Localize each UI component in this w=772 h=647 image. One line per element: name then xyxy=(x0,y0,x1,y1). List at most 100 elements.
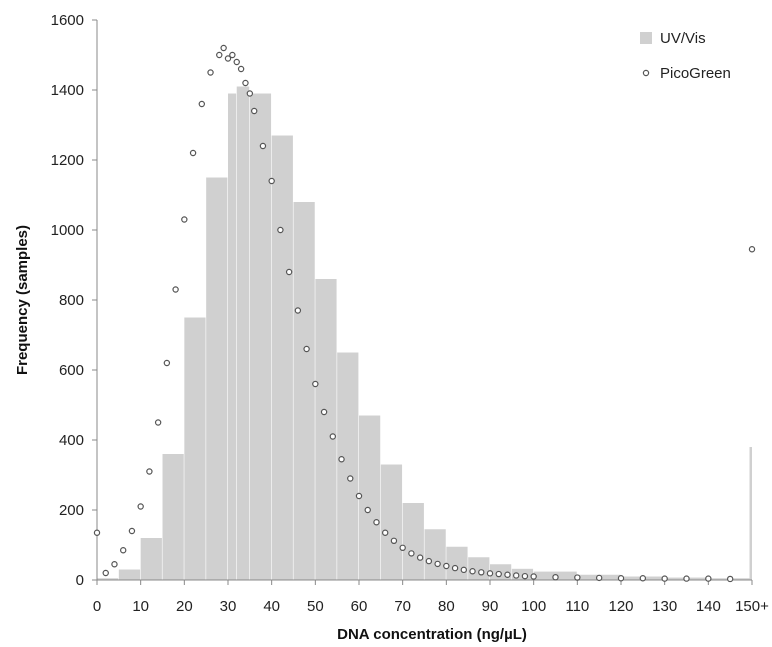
picogreen-point xyxy=(434,560,441,568)
uvvis-bar xyxy=(424,529,446,580)
picogreen-point xyxy=(268,177,275,185)
picogreen-point xyxy=(224,55,232,62)
picogreen-point xyxy=(207,69,214,76)
picogreen-point xyxy=(390,537,398,545)
x-tick-label: 0 xyxy=(93,598,101,615)
legend-picogreen-label: PicoGreen xyxy=(660,65,731,82)
y-tick-label: 1600 xyxy=(51,12,84,29)
picogreen-point xyxy=(172,286,179,293)
picogreen-point xyxy=(237,65,245,73)
picogreen-point xyxy=(198,100,205,108)
y-tick-label: 800 xyxy=(59,292,84,309)
picogreen-point xyxy=(338,456,345,463)
picogreen-point xyxy=(416,554,424,561)
picogreen-point xyxy=(229,51,236,59)
picogreen-point xyxy=(683,575,690,582)
picogreen-point xyxy=(495,570,502,578)
picogreen-point xyxy=(220,44,227,52)
x-tick-label: 140 xyxy=(696,598,721,615)
picogreen-point xyxy=(373,519,380,526)
picogreen-point xyxy=(250,107,258,115)
uvvis-bar xyxy=(359,415,381,580)
picogreen-point xyxy=(128,527,136,535)
picogreen-point xyxy=(355,492,363,500)
picogreen-point xyxy=(285,268,293,276)
picogreen-point xyxy=(504,571,511,578)
legend-uvvis-label: UV/Vis xyxy=(660,30,706,47)
bars-layer xyxy=(97,86,752,580)
picogreen-point xyxy=(399,544,406,552)
y-axis-title: Frequency (samples) xyxy=(14,225,31,375)
uvvis-bar xyxy=(206,177,228,580)
uvvis-bar xyxy=(140,538,162,580)
picogreen-point xyxy=(137,503,144,510)
picogreen-point xyxy=(246,90,254,97)
picogreen-point xyxy=(443,562,450,570)
picogreen-point xyxy=(451,564,459,572)
uvvis-bar xyxy=(315,279,337,580)
picogreen-point xyxy=(111,561,118,568)
picogreen-point xyxy=(552,574,559,581)
picogreen-point xyxy=(320,408,328,416)
uvvis-bar xyxy=(468,557,490,580)
picogreen-point xyxy=(661,575,668,582)
uvvis-bar xyxy=(337,352,359,580)
uvvis-bar xyxy=(380,464,403,580)
y-tick-label: 1400 xyxy=(51,82,84,99)
picogreen-point xyxy=(469,568,476,575)
legend-picogreen-marker xyxy=(642,69,650,77)
uvvis-bar xyxy=(118,569,141,580)
uvvis-bar xyxy=(97,578,119,580)
uvvis-bar xyxy=(402,503,424,580)
y-tick-label: 200 xyxy=(59,502,84,519)
picogreen-point xyxy=(364,506,371,514)
legend: UV/Vis PicoGreen xyxy=(640,30,731,82)
picogreen-point xyxy=(242,79,249,87)
x-tick-label: 90 xyxy=(482,598,499,615)
picogreen-point xyxy=(617,575,625,582)
picogreen-point xyxy=(574,574,581,581)
picogreen-point xyxy=(639,575,647,582)
picogreen-point xyxy=(163,359,171,367)
picogreen-point xyxy=(329,433,336,440)
x-tick-label: 130 xyxy=(652,598,677,615)
x-tick-label: 80 xyxy=(438,598,455,615)
uvvis-bar xyxy=(236,86,250,580)
picogreen-point xyxy=(233,58,240,66)
x-tick-label: 30 xyxy=(220,598,237,615)
picogreen-point xyxy=(181,216,188,223)
picogreen-point xyxy=(478,569,485,576)
picogreen-point xyxy=(460,566,467,574)
y-tick-label: 1200 xyxy=(51,152,84,169)
picogreen-point xyxy=(303,345,310,353)
y-tick-label: 400 xyxy=(59,432,84,449)
y-tick-label: 1000 xyxy=(51,222,84,239)
x-tick-label: 100 xyxy=(521,598,546,615)
x-tick-label: 40 xyxy=(263,598,280,615)
picogreen-point xyxy=(425,557,433,565)
y-tick-label: 0 xyxy=(76,572,84,589)
uvvis-bar xyxy=(249,93,272,580)
picogreen-point xyxy=(521,572,529,580)
picogreen-point xyxy=(408,550,415,557)
picogreen-point xyxy=(259,142,267,150)
picogreen-point xyxy=(382,529,389,536)
picogreen-point xyxy=(748,246,756,253)
picogreen-point xyxy=(705,575,712,582)
uvvis-bar xyxy=(293,202,315,580)
uvvis-bar xyxy=(446,546,468,580)
x-tick-label: 110 xyxy=(565,598,589,615)
picogreen-point xyxy=(513,572,520,579)
picogreen-point xyxy=(216,51,223,59)
picogreen-point xyxy=(595,574,603,582)
picogreen-point xyxy=(93,529,101,536)
picogreen-point xyxy=(146,468,153,475)
picogreen-point xyxy=(530,573,537,580)
picogreen-point xyxy=(347,475,354,482)
uvvis-bar xyxy=(271,135,293,580)
picogreen-point xyxy=(189,149,197,157)
picogreen-point xyxy=(312,380,319,388)
points-layer xyxy=(93,44,756,583)
